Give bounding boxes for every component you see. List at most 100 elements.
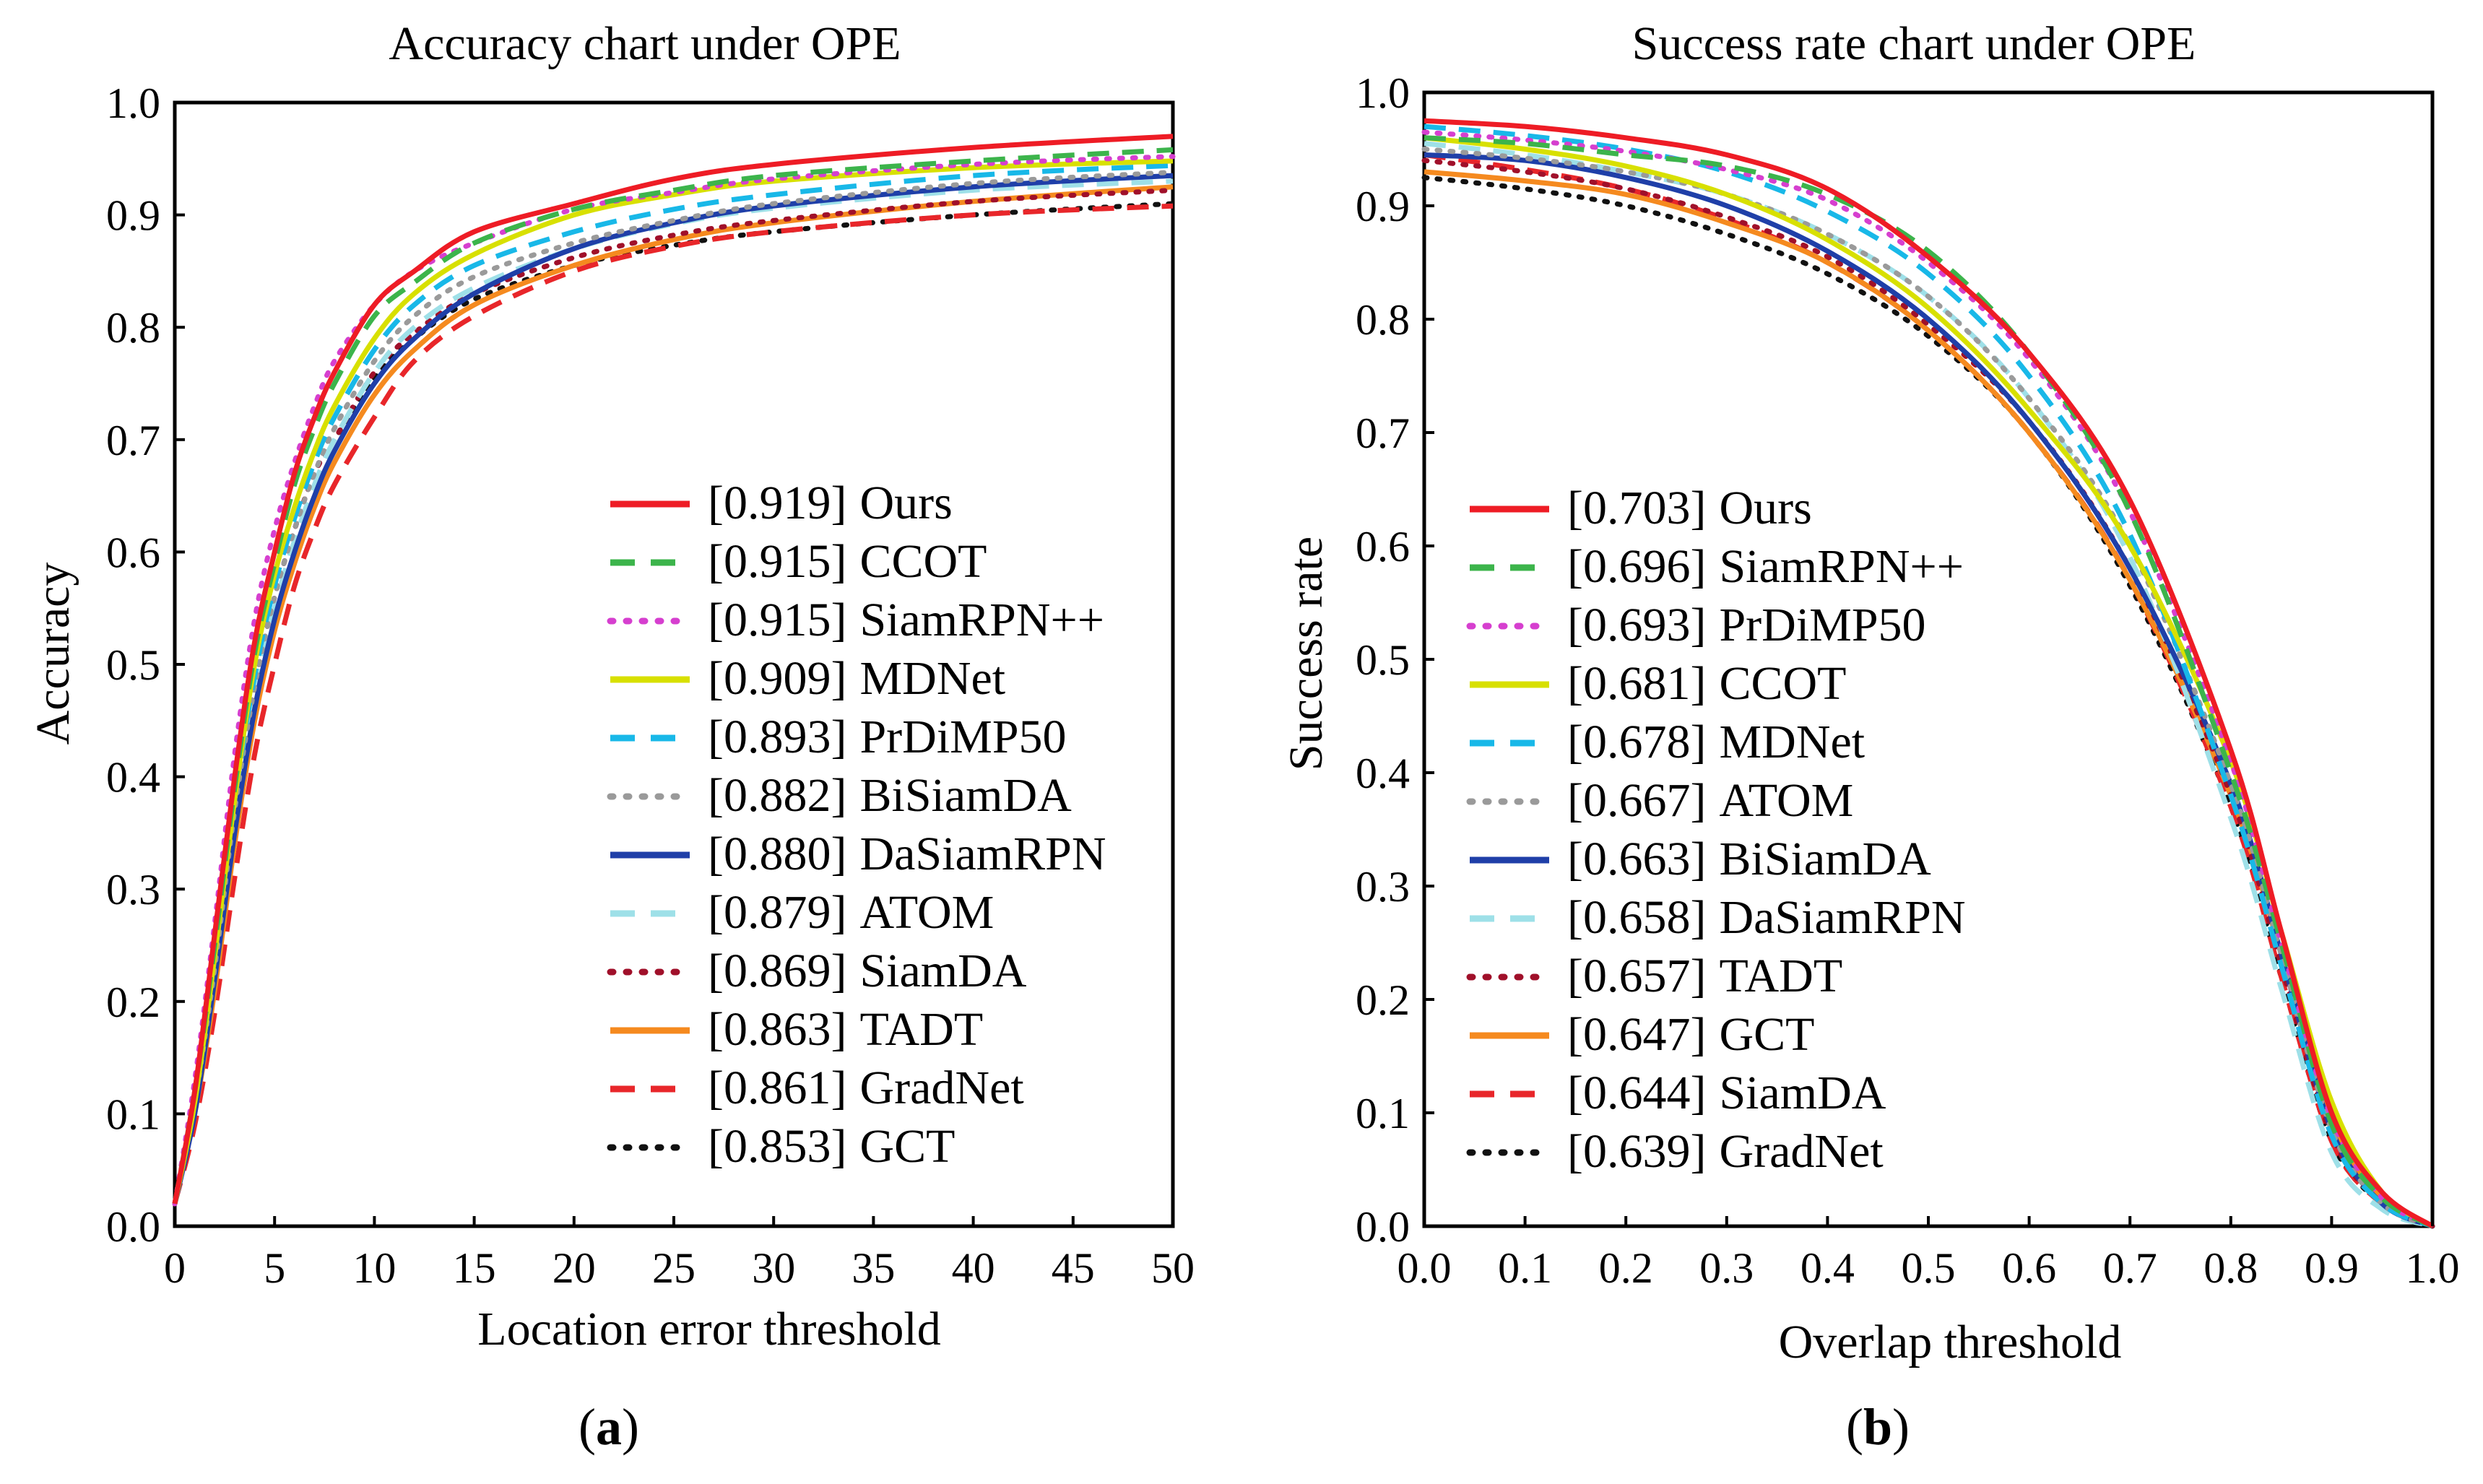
chart-title: Success rate chart under OPE [1632,17,2196,70]
y-tick-label: 0.8 [1356,296,1410,344]
legend-name: ATOM [859,886,994,939]
legend-entry: [0.915] CCOT [708,535,987,588]
x-tick-label: 0.4 [1800,1244,1855,1292]
legend-entry: [0.879] ATOM [708,886,994,939]
y-tick-label: 0.4 [106,754,160,802]
y-axis-ticks: 0.0 0.1 0.2 0.3 0.4 0.5 0.6 0.7 0.8 0.9 1.0 [1356,69,1434,1251]
x-tick-label: 0.3 [1699,1244,1754,1292]
legend-entry: [0.853] GCT [708,1120,955,1173]
legend-name: DaSiamRPN [859,828,1106,880]
y-tick-label: 0.6 [106,529,160,576]
legend-name: MDNet [859,652,1005,705]
legend-entry: [0.703] Ours [1567,482,1812,534]
legend-name: MDNet [1719,716,1865,768]
legend-entry: [0.663] BiSiamDA [1567,833,1931,885]
x-tick-label: 50 [1151,1244,1195,1292]
legend-entry: [0.882] BiSiamDA [708,769,1072,822]
series-line-ours [172,134,1174,1205]
series-line-tadt [172,184,1174,1205]
legend-name: Ours [859,477,952,529]
legend-entry: [0.861] GradNet [708,1062,1024,1114]
legend-score: [0.681] [1567,657,1706,710]
legend-score: [0.853] [708,1120,846,1173]
legend-name: GCT [1719,1008,1814,1061]
legend-score: [0.909] [708,652,846,705]
y-tick-label: 0.9 [106,192,160,240]
series-line-siamda [172,187,1176,1207]
y-tick-label: 0.4 [1356,750,1410,797]
y-tick-label: 0.7 [106,417,160,464]
legend-name: DaSiamRPN [1719,891,1965,944]
legend-entry: [0.644] SiamDA [1567,1067,1886,1119]
x-tick-label: 0.1 [1498,1244,1552,1292]
legend-entry: [0.909] MDNet [708,652,1005,705]
legend-entry: [0.647] GCT [1567,1008,1814,1061]
legend-entry: [0.893] PrDiMP50 [708,711,1067,763]
x-tick-label: 20 [552,1244,596,1292]
y-tick-label: 0.7 [1356,409,1410,457]
legend-name: SiamRPN++ [1719,540,1964,593]
legend-entry: [0.667] ATOM [1567,774,1853,827]
x-axis-label: Location error threshold [477,1303,940,1355]
y-tick-label: 1.0 [106,79,160,127]
y-axis-ticks: 0.0 0.1 0.2 0.3 0.4 0.5 0.6 0.7 0.8 0.9 1.0 [106,79,185,1251]
x-tick-label: 15 [453,1244,496,1292]
panel-letter: a [596,1398,622,1456]
legend-score: [0.703] [1567,482,1706,534]
legend-score: [0.658] [1567,891,1706,944]
legend-entry: [0.639] GradNet [1567,1125,1884,1178]
legend-name: SiamDA [859,945,1026,997]
legend-entry: [0.657] TADT [1567,950,1842,1002]
x-tick-label: 0 [164,1244,186,1292]
series-line-dasiamrpn [172,173,1174,1205]
y-tick-label: 0.9 [1356,183,1410,230]
panel-label: (a) [578,1398,639,1456]
y-axis-label: Accuracy [27,563,79,745]
legend-name: TADT [859,1003,983,1056]
legend-score: [0.919] [708,477,846,529]
y-axis-label: Success rate [1280,537,1332,771]
x-tick-label: 30 [752,1244,795,1292]
x-axis-ticks: 0.0 0.1 0.2 0.3 0.4 0.5 0.6 0.7 0.8 0.9 1.0 [1398,1216,2460,1292]
y-tick-label: 0.2 [106,979,160,1026]
legend-score: [0.915] [708,594,846,646]
y-tick-label: 0.1 [106,1090,160,1138]
legend-score: [0.644] [1567,1067,1706,1119]
success-rate-chart: Success rate chart under OPE 0.0 0.1 0.2 0.… [1280,17,2460,1456]
legend-entry: [0.915] SiamRPN++ [708,594,1104,646]
x-tick-label: 25 [652,1244,696,1292]
legend-name: SiamDA [1719,1067,1886,1119]
x-tick-label: 5 [264,1244,285,1292]
x-tick-label: 0.2 [1599,1244,1653,1292]
legend-entry: [0.880] DaSiamRPN [708,828,1106,880]
y-tick-label: 0.3 [106,866,160,914]
x-axis-ticks: 0 5 10 15 20 25 30 35 40 45 50 [164,1216,1195,1292]
legend-score: [0.880] [708,828,846,880]
legend-name: CCOT [1719,657,1846,710]
legend-score: [0.657] [1567,950,1706,1002]
legend-name: ATOM [1719,774,1853,827]
panel-letter: b [1863,1398,1892,1456]
legend-name: PrDiMP50 [859,711,1066,763]
series-curves [1421,118,2435,1229]
legend-score: [0.869] [708,945,846,997]
legend-score: [0.879] [708,886,846,939]
legend: [0.703] Ours[0.696] SiamRPN++[0.693] PrDiMP… [1466,482,1966,1178]
x-tick-label: 0.6 [2002,1244,2056,1292]
x-tick-label: 1.0 [2406,1244,2460,1292]
legend-entry: [0.863] TADT [708,1003,983,1056]
x-tick-label: 0.7 [2103,1244,2157,1292]
legend-score: [0.861] [708,1062,846,1114]
legend-entry: [0.681] CCOT [1567,657,1847,710]
legend-name: TADT [1719,950,1842,1002]
series-line-gct [172,201,1176,1207]
legend-score: [0.693] [1567,599,1706,651]
legend-score: [0.915] [708,535,846,588]
legend-name: BiSiamDA [1719,833,1931,885]
legend-entry: [0.919] Ours [708,477,953,529]
x-tick-label: 10 [352,1244,396,1292]
legend-entry: [0.678] MDNet [1567,716,1865,768]
legend-score: [0.678] [1567,716,1706,768]
x-tick-label: 0.9 [2305,1244,2359,1292]
